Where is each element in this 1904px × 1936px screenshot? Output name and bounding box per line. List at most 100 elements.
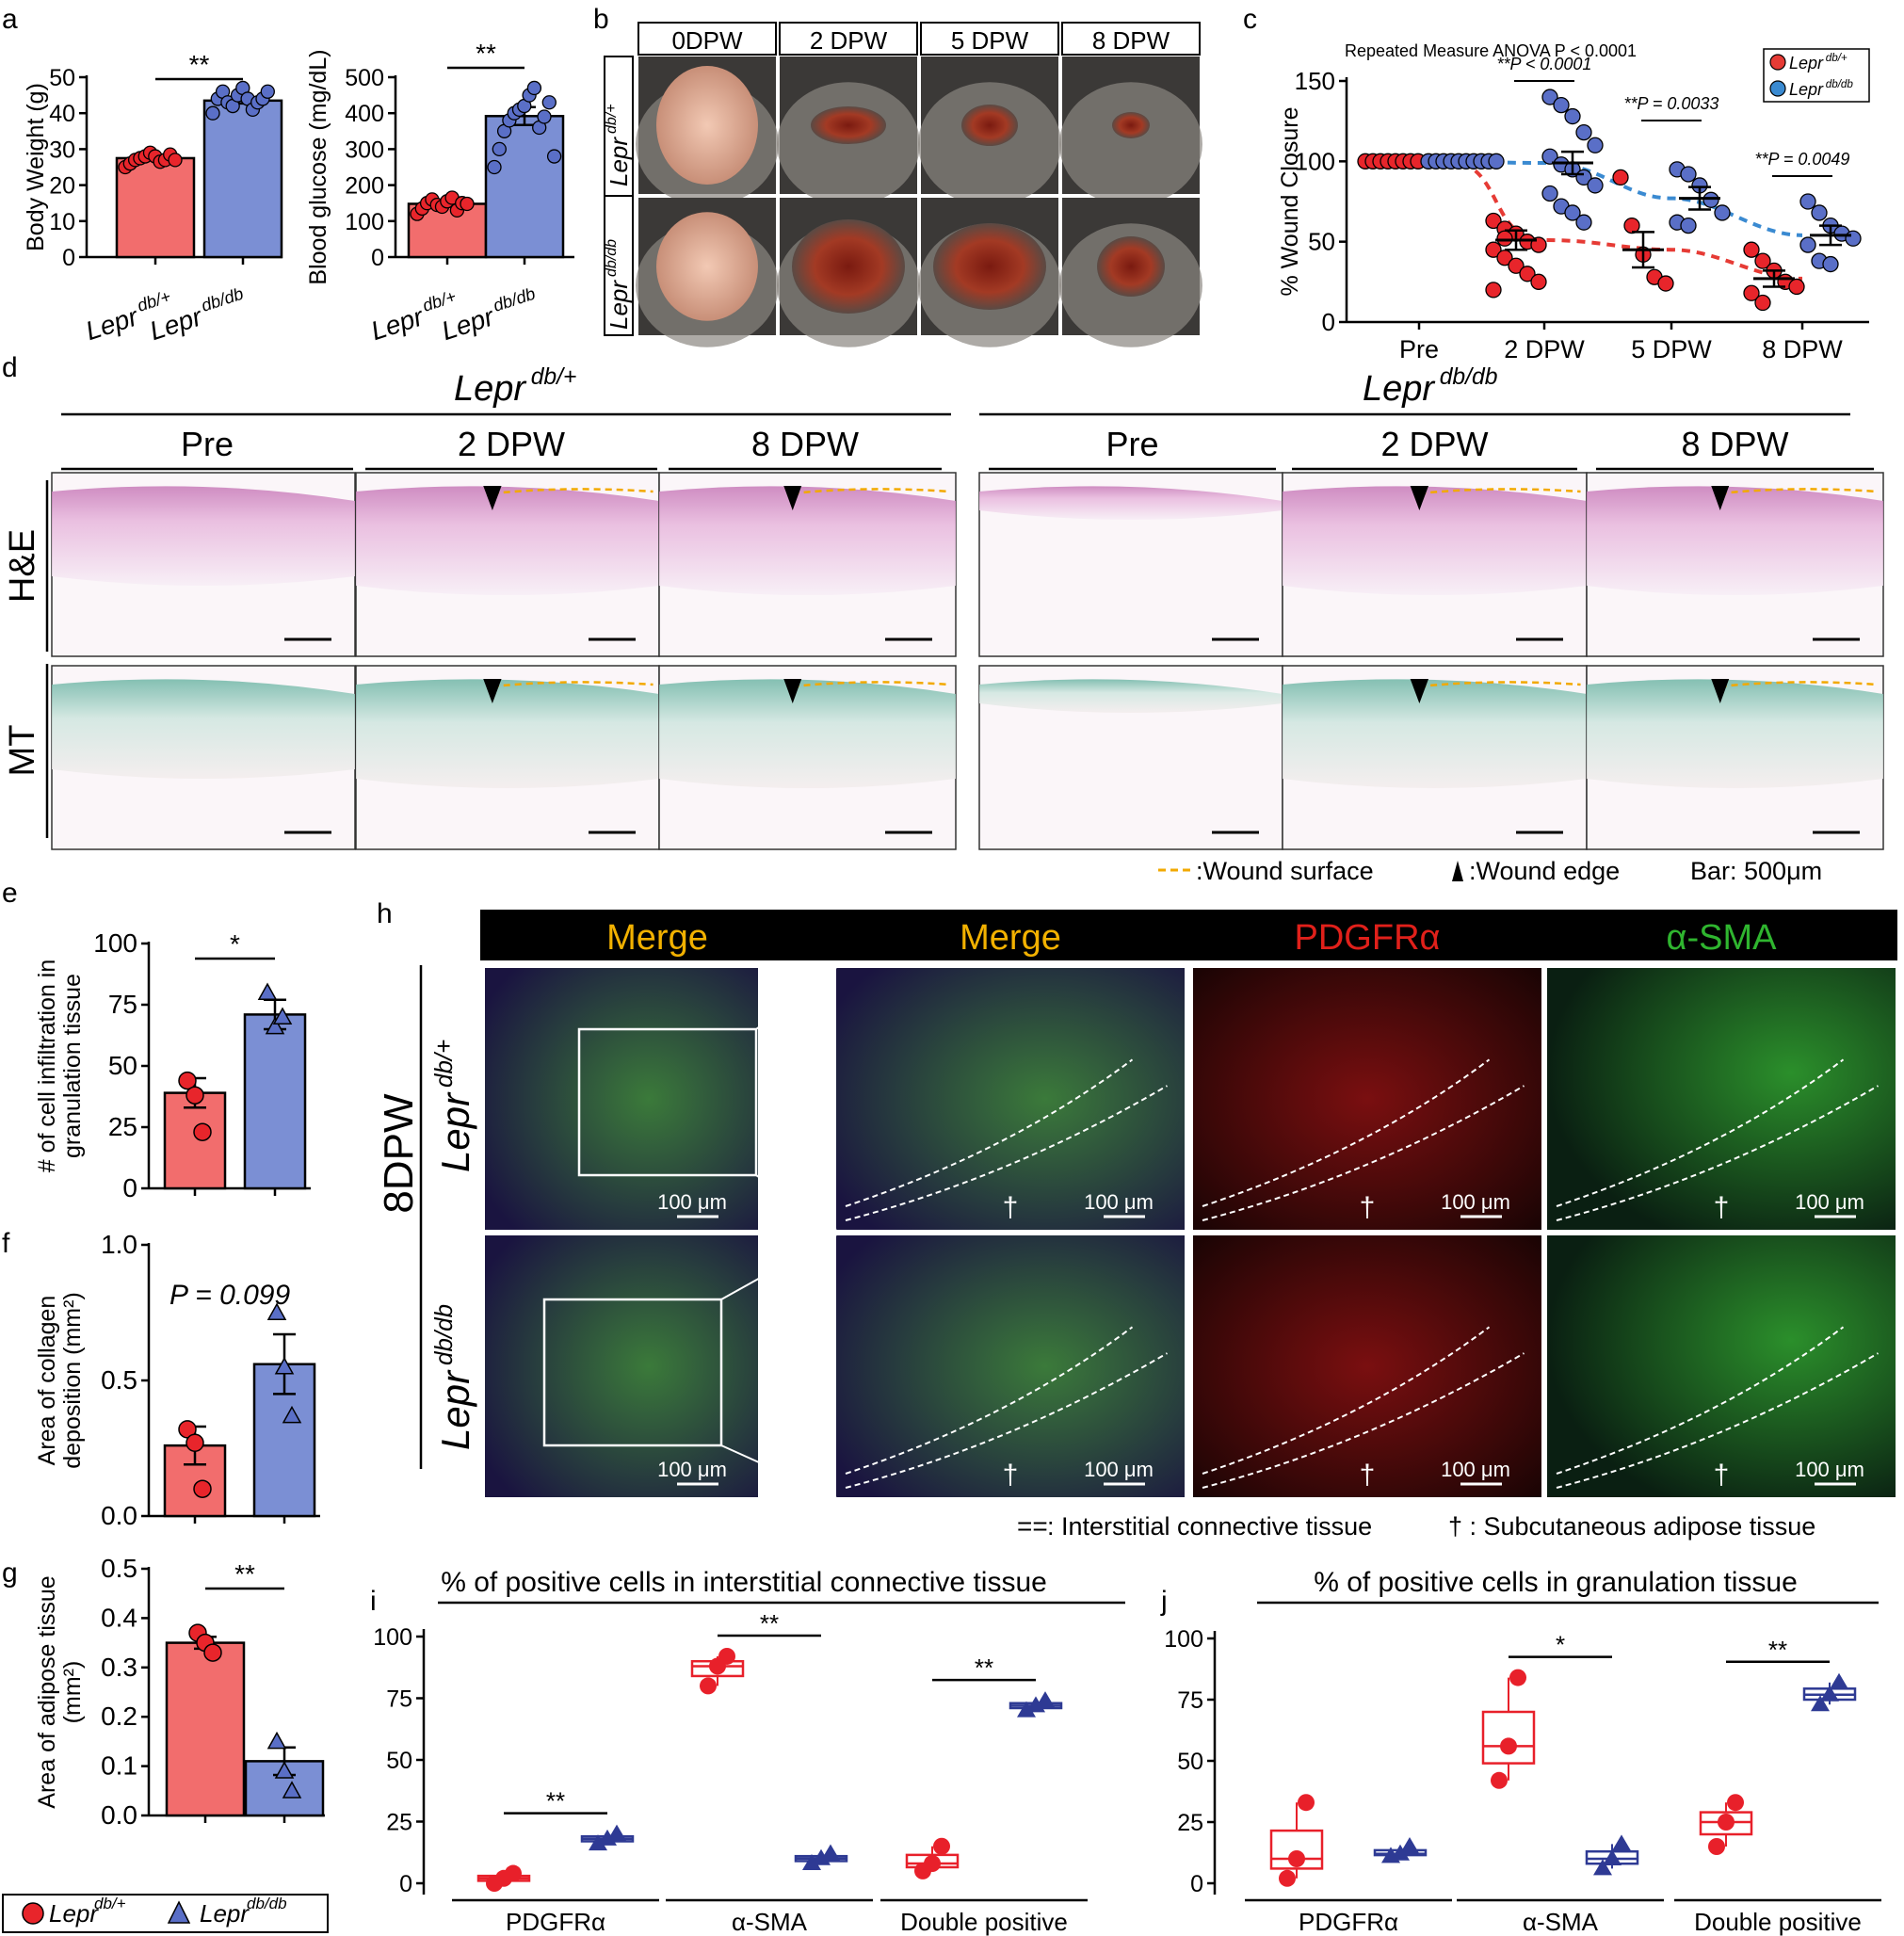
data-point	[1799, 193, 1816, 210]
b-header-label: 2 DPW	[810, 26, 888, 55]
photo-wound	[1112, 112, 1150, 138]
d-col-label: Pre	[1105, 425, 1158, 463]
legend-het: Lepr	[49, 1899, 99, 1928]
panel-letter-g: g	[2, 1557, 18, 1589]
y-tick-label: 0.5	[101, 1365, 137, 1395]
y-tick-label: 50	[1308, 228, 1335, 256]
data-point	[1279, 1869, 1296, 1887]
y-tick-label: 0.5	[101, 1554, 137, 1583]
x-tick-label: 2 DPW	[1504, 335, 1585, 363]
chart-title: Repeated Measure ANOVA P < 0.0001	[1345, 41, 1637, 60]
data-point	[1509, 1669, 1526, 1686]
y-tick-label: 50	[49, 65, 75, 91]
adipose-dagger: †	[1714, 1192, 1730, 1223]
data-point	[1754, 252, 1771, 269]
category-label: Double positive	[1694, 1908, 1862, 1936]
y-axis-label: % Wound Closure	[1277, 106, 1303, 296]
wound-edge-marker	[1711, 486, 1730, 510]
data-point	[1743, 241, 1760, 258]
tissue-layer	[979, 679, 1283, 713]
legend-hom: Lepr	[200, 1899, 250, 1928]
y-axis-label: Blood glucose (mg/dL)	[305, 49, 331, 284]
tissue-layer	[52, 679, 355, 779]
bottom-legend: Lepr db/+ Lepr db/db	[2, 1894, 329, 1933]
wound-surface-line	[1419, 488, 1581, 495]
x-tick-label: Pre	[1399, 335, 1439, 363]
data-point	[546, 149, 562, 164]
data-point	[1575, 214, 1592, 231]
group-label-sup: db/+	[604, 104, 620, 134]
scale-bar-label: 100 μm	[657, 1458, 727, 1481]
photo-skin	[656, 66, 758, 185]
chart-collagen: 0.0 0.5 1.0 Area of collagen deposition (mm²…	[34, 1230, 320, 1530]
y-tick-label: 500	[345, 65, 384, 91]
y-tick-label: 100	[93, 928, 137, 958]
zoom-line	[755, 1174, 837, 1231]
fluorescence-image	[485, 968, 758, 1230]
y-tick-label: 50	[1177, 1749, 1203, 1775]
fluorescence-image	[1547, 1235, 1896, 1497]
data-point	[1298, 1794, 1315, 1812]
group-label-main: Lepr	[454, 369, 526, 409]
y-tick-label: 0	[371, 245, 384, 271]
sig-label: **	[476, 39, 496, 68]
data-point	[1500, 1737, 1517, 1755]
connective-tissue-outline	[1556, 1352, 1880, 1489]
photo-wound	[1097, 236, 1165, 297]
group-label-sup: db/db	[604, 239, 620, 277]
connective-tissue-outline	[1202, 1352, 1525, 1489]
y-axis-label: Area of collagen	[34, 1296, 60, 1466]
d-col-label: 8 DPW	[1681, 425, 1788, 463]
data-point	[1017, 1701, 1036, 1718]
group-label-sup: db/+	[1826, 52, 1848, 64]
chart-granulation-boxplot: % of positive cells in granulation tissu…	[1164, 1567, 1881, 1936]
group-label-main: Lepr	[605, 137, 633, 186]
data-point	[1708, 1838, 1725, 1855]
h-header-bar	[480, 910, 1897, 960]
category-label: α-SMA	[732, 1908, 808, 1936]
connective-tissue-outline	[1202, 1326, 1491, 1475]
chart-adipose: 0.0 0.1 0.2 0.3 0.4 0.5 Area of adipose tissue…	[34, 1554, 325, 1830]
h-row-label-het: Lepr db/+	[429, 1040, 477, 1172]
y-axis-label: Body Weight (g)	[23, 83, 49, 251]
b-header-label: 0DPW	[671, 26, 743, 55]
data-point	[1530, 273, 1547, 290]
chart-cell-infiltration: 0 25 50 75 100 # of cell infiltration in granu…	[34, 928, 311, 1202]
panel-letter-b: b	[593, 4, 609, 35]
data-point	[168, 153, 183, 168]
data-point	[1788, 278, 1805, 296]
wound-edge-marker	[483, 486, 502, 510]
y-tick-label: 75	[386, 1686, 412, 1713]
wound-surface-line	[492, 488, 653, 495]
group-label-sup: db/+	[531, 364, 577, 390]
bar	[115, 156, 196, 259]
data-point	[1845, 230, 1862, 247]
h-col-label: α-SMA	[1667, 918, 1778, 958]
legend-marker-het	[1769, 54, 1786, 71]
data-point	[265, 1016, 285, 1035]
legend-edge-label: :Wound edge	[1469, 857, 1620, 885]
y-tick-label: 75	[1177, 1687, 1203, 1714]
data-point	[274, 1761, 295, 1779]
fluorescence-image	[485, 1235, 758, 1497]
wound-surface-line	[1719, 681, 1878, 688]
legend-adip-label: † : Subcutaneous adipose tissue	[1448, 1512, 1815, 1541]
y-tick-label: 1.0	[101, 1230, 137, 1259]
y-tick-label: 0.4	[101, 1603, 137, 1632]
y-tick-label: 25	[386, 1810, 412, 1836]
legend-label-hom: Lepr db/db	[1789, 78, 1853, 99]
y-tick-label: 100	[345, 209, 384, 235]
tissue-layer	[659, 679, 956, 788]
fluorescence-image	[836, 1235, 1185, 1497]
photo-wound	[792, 219, 905, 314]
wound-surface-line	[492, 681, 653, 688]
panel-letter-c: c	[1243, 4, 1257, 35]
connective-tissue-outline	[845, 1085, 1169, 1221]
y-tick-label: 75	[108, 990, 137, 1019]
tissue-layer	[356, 679, 659, 788]
photo-fur	[1059, 82, 1202, 206]
chart-title: % of positive cells in interstitial conn…	[441, 1567, 1047, 1598]
photo-skin	[656, 212, 758, 321]
y-tick-label: 25	[1177, 1810, 1203, 1836]
